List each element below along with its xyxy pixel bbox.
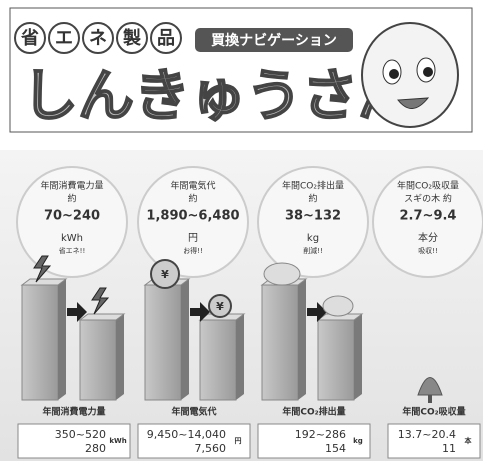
summary-prefix: 約 — [308, 193, 317, 205]
detail-label: 年間CO₂吸収量 — [402, 406, 465, 418]
tree-trunk — [428, 395, 432, 403]
bar-front — [80, 320, 116, 400]
detail-value: 7,560 — [195, 442, 227, 455]
bar-front — [145, 285, 181, 400]
summary-note: 削減!! — [303, 246, 323, 255]
logo: 省エネ製品 — [15, 23, 181, 53]
bar-top — [22, 279, 66, 285]
logo-char: 省 — [20, 27, 39, 49]
summary-label: 年間CO₂吸収量 — [397, 180, 459, 192]
detail-range: 9,450~14,040 — [147, 428, 226, 441]
summary-range: 38~132 — [285, 209, 341, 224]
bar-side — [116, 314, 124, 400]
detail-range: 350~520 — [55, 428, 106, 441]
summary-label: 年間CO₂排出量 — [282, 180, 344, 192]
bar-front — [22, 285, 58, 400]
logo-char: エ — [55, 28, 73, 49]
bar-side — [298, 279, 306, 400]
cloud — [264, 263, 300, 285]
summary-note: 省エネ!! — [59, 246, 86, 255]
detail-label: 年間電気代 — [171, 406, 216, 418]
logo-char: 製 — [122, 28, 141, 49]
detail-value: 280 — [85, 442, 106, 455]
detail-unit: kg — [353, 437, 363, 445]
bar-front — [200, 320, 236, 400]
detail-unit: 円 — [235, 437, 242, 445]
subtitle: 買換ナビゲーション — [211, 32, 337, 49]
bar-top — [80, 314, 124, 320]
summary-range: 1,890~6,480 — [146, 209, 239, 224]
summary-label: 年間電気代 — [170, 180, 215, 192]
bar-front — [318, 320, 354, 400]
coin-mark: ¥ — [216, 300, 224, 313]
summary-prefix: 約 — [188, 193, 197, 205]
summary-note: お得!! — [183, 246, 203, 255]
summary-unit: 本分 — [418, 231, 438, 244]
coin-mark: ¥ — [161, 268, 169, 281]
bar-side — [236, 314, 244, 400]
summary-unit: kg — [307, 233, 319, 244]
detail-value: 154 — [325, 442, 346, 455]
page: 省エネ製品 買換ナビゲーション しんきゅうさん 年間消費電力量約70~240kW… — [0, 0, 483, 461]
summary-prefix: スギの木 約 — [404, 193, 452, 205]
detail-range: 192~286 — [295, 428, 346, 441]
summary-unit: 円 — [188, 233, 198, 244]
mascot — [362, 23, 458, 127]
bar-side — [181, 279, 189, 400]
bar-side — [354, 314, 362, 400]
summary-range: 2.7~9.4 — [400, 209, 457, 224]
detail-range: 13.7~20.4 — [398, 428, 456, 441]
logo-char: ネ — [89, 28, 107, 49]
summary-range: 70~240 — [44, 209, 100, 224]
summary-label: 年間消費電力量 — [40, 180, 103, 192]
detail-label: 年間消費電力量 — [42, 406, 105, 418]
logo-char: 品 — [157, 28, 175, 49]
detail-unit: kWh — [109, 437, 126, 445]
detail-label: 年間CO₂排出量 — [282, 406, 345, 418]
detail-value: 11 — [442, 442, 456, 455]
title: しんきゅうさん — [22, 64, 414, 129]
summary-note: 吸収!! — [418, 247, 438, 255]
summary-unit: kWh — [61, 233, 83, 244]
cloud — [323, 296, 353, 316]
bar-side — [58, 279, 66, 400]
screen: 省エネ製品 買換ナビゲーション しんきゅうさん 年間消費電力量約70~240kW… — [0, 0, 483, 461]
detail-unit: 本 — [464, 436, 472, 445]
summary-prefix: 約 — [67, 193, 76, 205]
bar-front — [262, 285, 298, 400]
